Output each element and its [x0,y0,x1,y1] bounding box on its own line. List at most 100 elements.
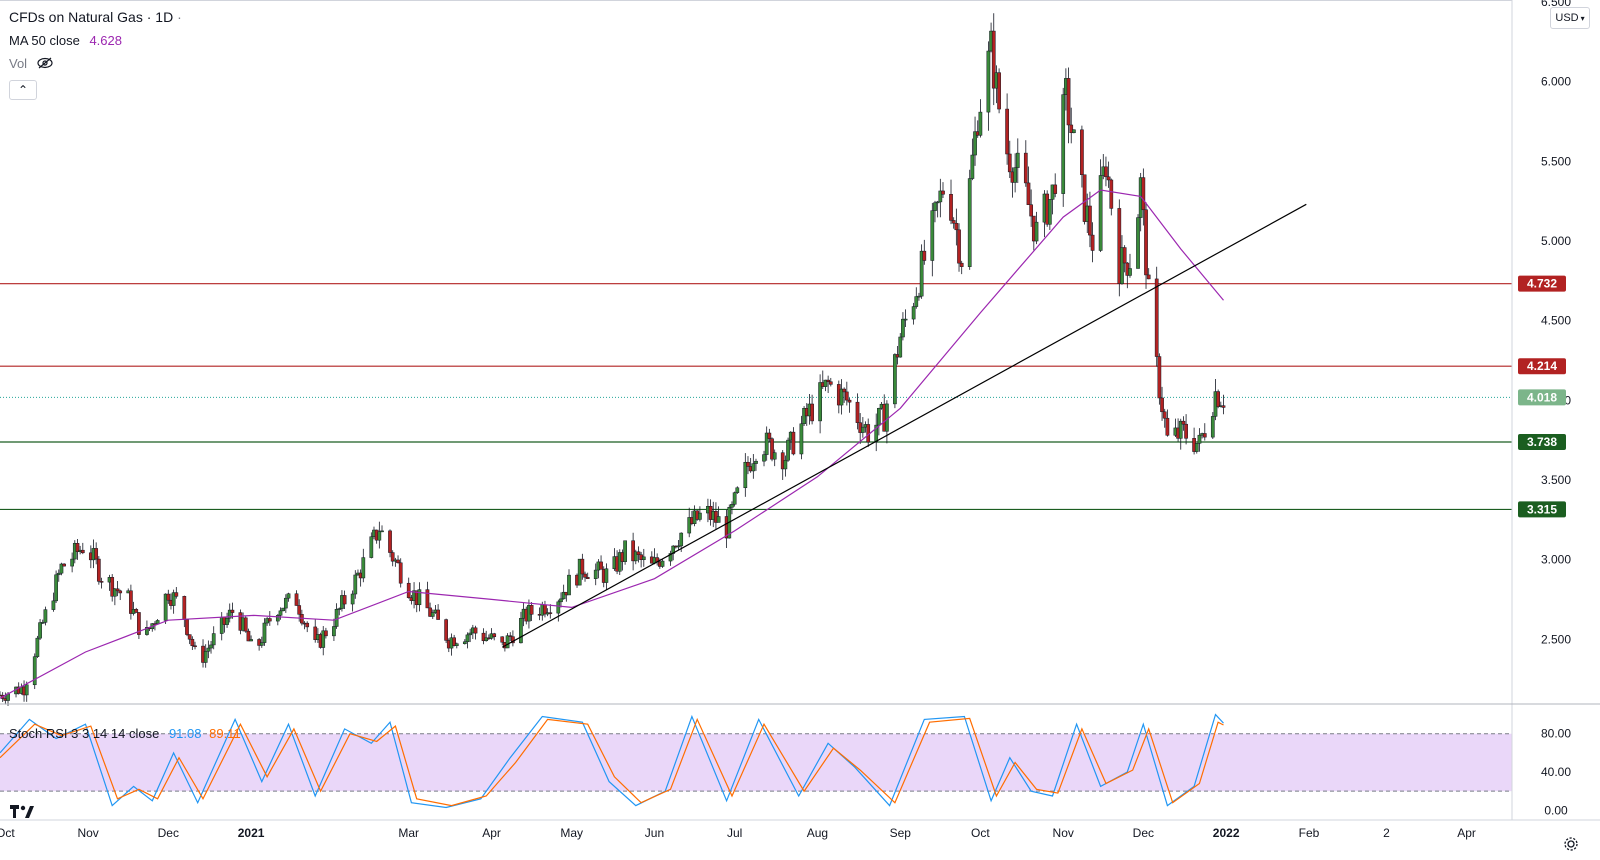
candle-body [917,295,921,298]
price-labels: 4.732 4.214 3.738 3.315 4.018 [1518,275,1566,518]
candle-body [898,336,903,358]
candle-body [425,589,430,609]
last-price-tag [1518,389,1566,406]
candle-body [951,220,956,224]
candle-body [1178,420,1183,439]
ma-legend[interactable]: MA 50 close 4.628 [9,33,122,48]
x-tick-label: Apr [482,826,501,840]
candle-body [99,581,104,583]
currency-selector[interactable]: USD ▾ [1550,7,1590,29]
candle-body [935,201,940,204]
title-dot: · [177,9,182,25]
candle-body [70,558,74,567]
stoch-rsi-legend[interactable]: Stoch RSI 3 3 14 14 close 91.08 89.11 [9,726,241,741]
level-price-tag [1518,501,1566,518]
candle-body [225,617,229,625]
candle-body [243,617,248,632]
stoch-k-line [0,713,1224,809]
candle-body [1104,166,1108,178]
candle-body [746,461,750,467]
candle-body [903,318,908,321]
candle-body [623,540,627,562]
candle-body [687,517,692,534]
candle-body [1023,152,1028,184]
candle-body [732,492,737,505]
candle-body [559,598,563,603]
x-tick-label: Dec [1133,826,1154,840]
candle-body [305,622,310,628]
candle-body [56,572,61,576]
stoch-k-value: 91.08 [168,726,202,741]
candle-body [1080,129,1084,176]
candle-body [134,609,139,613]
candle-body [767,432,772,439]
candle-body [911,306,916,320]
horizontal-levels[interactable] [0,283,1512,511]
candle-body [43,609,48,623]
candle-body [492,633,497,637]
candle-body [561,591,566,600]
candle-body [145,627,149,635]
candle-body [604,568,609,583]
candle-body [1117,208,1122,284]
chevron-up-icon[interactable]: ⌃ [9,80,37,100]
candle-body [430,612,435,617]
candle-body [406,582,411,598]
candle-body [390,552,395,562]
tradingview-logo[interactable] [10,800,34,824]
candle-body [933,202,937,211]
candle-body [484,637,489,642]
candle-body [583,573,587,578]
y-tick-label: 3.500 [1541,473,1571,487]
candle-body [1029,204,1034,217]
candle-body [262,622,267,643]
x-tick-label: 2022 [1213,826,1240,840]
candle-body [62,563,66,567]
candle-body [185,619,189,635]
candle-body [1061,94,1066,194]
candle-body [633,551,638,562]
candle-body [417,589,422,606]
candle-body [1088,205,1092,236]
candle-body [113,588,117,597]
candle-body [901,318,905,338]
candle-body [735,487,740,493]
candle-body [190,638,195,647]
vol-legend[interactable]: Vol [9,56,53,72]
eye-hidden-icon[interactable] [37,57,53,72]
candle-body [1072,129,1076,134]
candle-body [919,250,924,297]
candle-body [861,426,865,433]
osc-y-tick-label: 40.00 [1541,765,1571,779]
candle-body [369,536,374,558]
candle-body [914,296,919,307]
symbol-title[interactable]: CFDs on Natural Gas · 1D · [9,9,182,25]
candle-body [986,50,991,113]
candle-body [1136,217,1140,269]
candle-body [481,632,486,642]
candle-body [826,379,830,383]
candle-body [847,399,852,403]
gear-icon[interactable] [1563,836,1579,857]
candle-body [436,609,440,620]
candle-body [730,504,734,508]
candle-body [1181,420,1186,425]
candle-body [96,558,101,582]
y-tick-label: 6.500 [1541,0,1571,9]
collapse-glyph: ⌃ [17,83,29,97]
candle-body [468,632,473,636]
candle-body [698,512,702,520]
interval: 1D [155,9,174,25]
candle-body [1202,433,1207,438]
candle-body [1098,175,1103,251]
candle-body [1165,417,1170,436]
candle-body [259,642,264,646]
candle-body [286,593,291,599]
x-tick-label: 2 [1383,826,1390,840]
axes: 2.5003.0003.5004.0004.5005.0005.5006.000… [0,0,1600,840]
x-tick-label: Dec [158,826,179,840]
candle-body [949,193,953,221]
candle-body [1122,247,1127,264]
trendline[interactable] [501,203,1307,648]
